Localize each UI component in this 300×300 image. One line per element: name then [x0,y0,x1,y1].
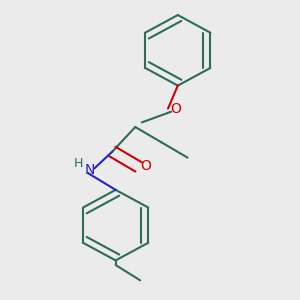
Text: H: H [73,157,83,170]
Text: N: N [85,163,95,177]
Text: O: O [171,102,182,116]
Text: O: O [140,159,151,173]
